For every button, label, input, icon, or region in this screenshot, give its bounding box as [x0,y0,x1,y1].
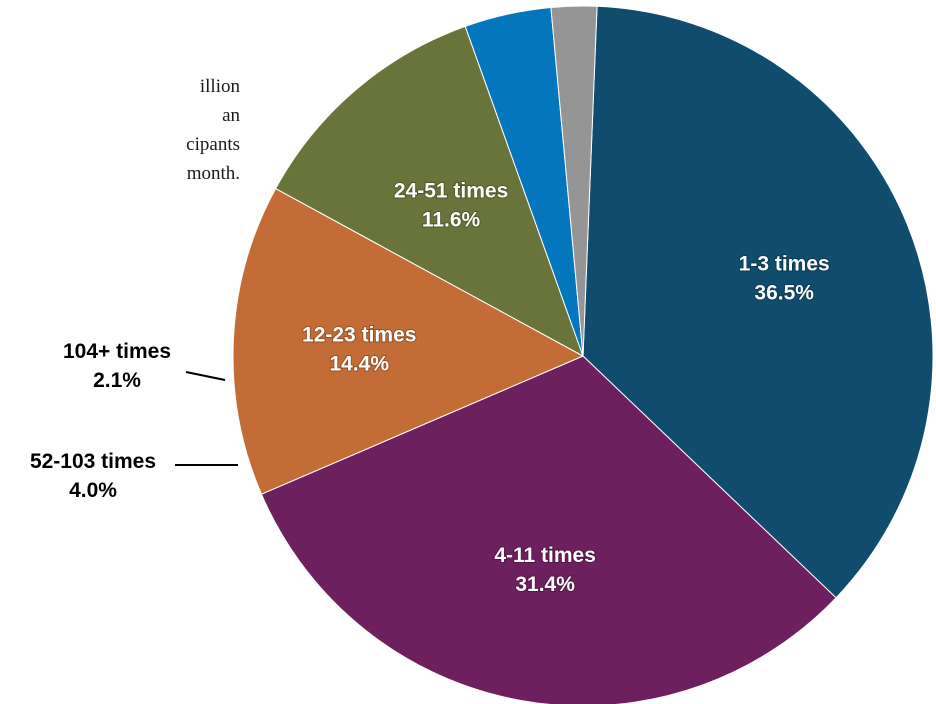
slice-label-12-23-times: 12-23 times 14.4% [301,323,417,377]
pie-slice-12-23-times [232,187,585,495]
slice-label-4-11-times: 4-11 times 31.4% [493,543,597,597]
slice-category-label: 4-11 times [494,544,596,567]
slice-value-label: 11.6% [422,209,481,232]
slice-category-label: 24-51 times [394,180,508,203]
intro-line: illion [199,76,240,97]
leader-line-104-times [185,371,226,381]
intro-line: cipants [186,134,240,155]
slice-category-label: 1-3 times [739,253,830,276]
pie-slice-24-51-times [274,25,584,358]
slice-label-24-51-times: 24-51 times 11.6% [393,179,509,233]
slice-label-1-3-times: 1-3 times 36.5% [738,252,831,306]
slice-value-label: 36.5% [754,282,814,305]
slice-value-label: 31.4% [515,573,575,596]
slice-category-label: 12-23 times [302,324,416,347]
intro-line: month. [186,163,240,184]
slice-value-label: 14.4% [329,353,389,376]
slice-value-label: 2.1% [93,369,141,392]
pie-slice-1-3-times [582,5,934,599]
slice-value-label: 4.0% [69,479,117,502]
pie-slice-4-11-times [260,355,837,704]
intro-text: illion an cipants month. [0,72,240,188]
slice-label-104-times: 104+ times 2.1% [63,340,171,392]
intro-line: an [222,105,240,126]
slice-category-label: 52-103 times [30,450,156,473]
pie-slice-104-times [550,5,598,357]
slice-label-52-103-times: 52-103 times 4.0% [30,450,156,502]
slice-category-label: 104+ times [63,340,171,363]
